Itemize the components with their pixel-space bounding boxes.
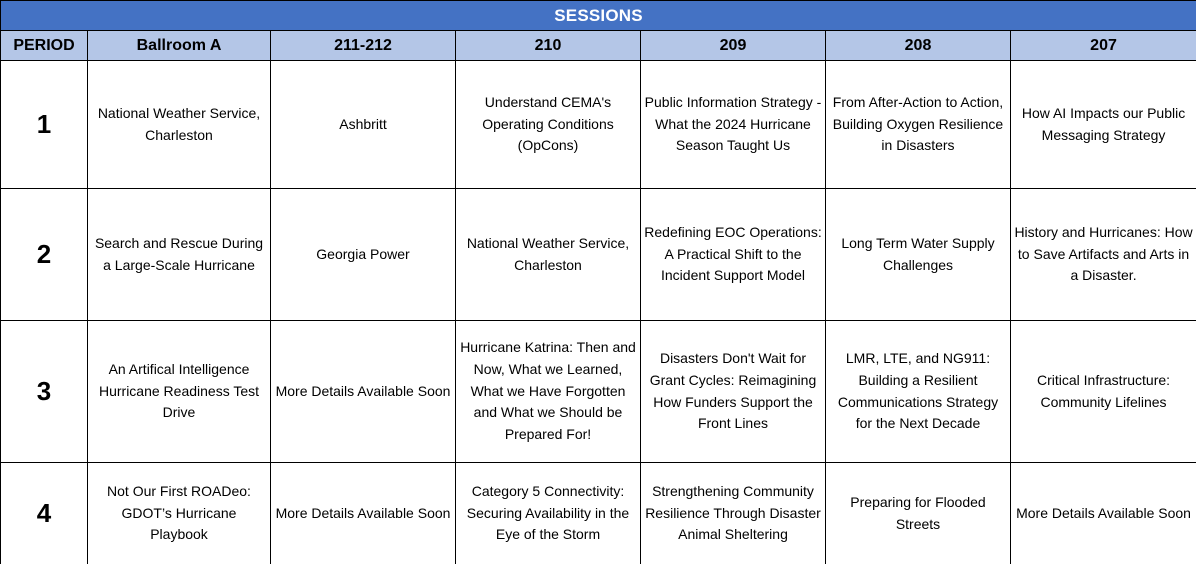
col-header-209: 209 (640, 30, 826, 61)
session-cell-p1-210: Understand CEMA's Operating Conditions (… (455, 60, 641, 189)
period-1-row: 1 National Weather Service, Charleston A… (0, 60, 1196, 189)
session-cell-p2-207: History and Hurricanes: How to Save Arti… (1009, 188, 1196, 321)
session-cell-p4-208: Preparing for Flooded Streets (825, 462, 1011, 564)
session-cell-p1-209: Public Information Strategy - What the 2… (640, 60, 826, 189)
session-cell-p4-210: Category 5 Connectivity: Securing Availa… (455, 462, 641, 564)
column-header-row: PERIOD Ballroom A 211-212 210 209 208 20… (0, 30, 1196, 61)
col-header-period: PERIOD (0, 30, 88, 61)
session-cell-p3-ballroom-a: An Artifical Intelligence Hurricane Read… (87, 320, 271, 463)
col-header-211-212: 211-212 (270, 30, 456, 61)
session-cell-p4-211-212: More Details Available Soon (270, 462, 456, 564)
session-cell-p3-208: LMR, LTE, and NG911: Building a Resilien… (825, 320, 1011, 463)
session-cell-p3-210: Hurricane Katrina: Then and Now, What we… (455, 320, 641, 463)
session-cell-p2-ballroom-a: Search and Rescue During a Large-Scale H… (87, 188, 271, 321)
session-cell-p1-208: From After-Action to Action, Building Ox… (825, 60, 1011, 189)
session-cell-p3-211-212: More Details Available Soon (270, 320, 456, 463)
period-1-label: 1 (0, 60, 88, 189)
period-3-label: 3 (0, 320, 88, 463)
session-cell-p4-209: Strengthening Community Resilience Throu… (640, 462, 826, 564)
session-cell-p1-211-212: Ashbritt (270, 60, 456, 189)
session-cell-p4-207: More Details Available Soon (1009, 462, 1196, 564)
col-header-208: 208 (825, 30, 1011, 61)
session-cell-p1-ballroom-a: National Weather Service, Charleston (87, 60, 271, 189)
session-cell-p2-210: National Weather Service, Charleston (455, 188, 641, 321)
period-4-row: 4 Not Our First ROADeo: GDOT’s Hurricane… (0, 462, 1196, 564)
title-row: SESSIONS (0, 0, 1196, 31)
session-cell-p3-207: Critical Infrastructure: Community Lifel… (1009, 320, 1196, 463)
session-cell-p4-ballroom-a: Not Our First ROADeo: GDOT’s Hurricane P… (87, 462, 271, 564)
col-header-210: 210 (455, 30, 641, 61)
session-cell-p2-211-212: Georgia Power (270, 188, 456, 321)
session-cell-p3-209: Disasters Don't Wait for Grant Cycles: R… (640, 320, 826, 463)
period-2-row: 2 Search and Rescue During a Large-Scale… (0, 188, 1196, 321)
session-cell-p2-209: Redefining EOC Operations: A Practical S… (640, 188, 826, 321)
col-header-ballroom-a: Ballroom A (87, 30, 271, 61)
period-4-label: 4 (0, 462, 88, 564)
session-cell-p2-208: Long Term Water Supply Challenges (825, 188, 1011, 321)
period-2-label: 2 (0, 188, 88, 321)
period-3-row: 3 An Artifical Intelligence Hurricane Re… (0, 320, 1196, 463)
col-header-207: 207 (1009, 30, 1196, 61)
session-cell-p1-207: How AI Impacts our Public Messaging Stra… (1009, 60, 1196, 189)
table-title: SESSIONS (0, 0, 1196, 31)
